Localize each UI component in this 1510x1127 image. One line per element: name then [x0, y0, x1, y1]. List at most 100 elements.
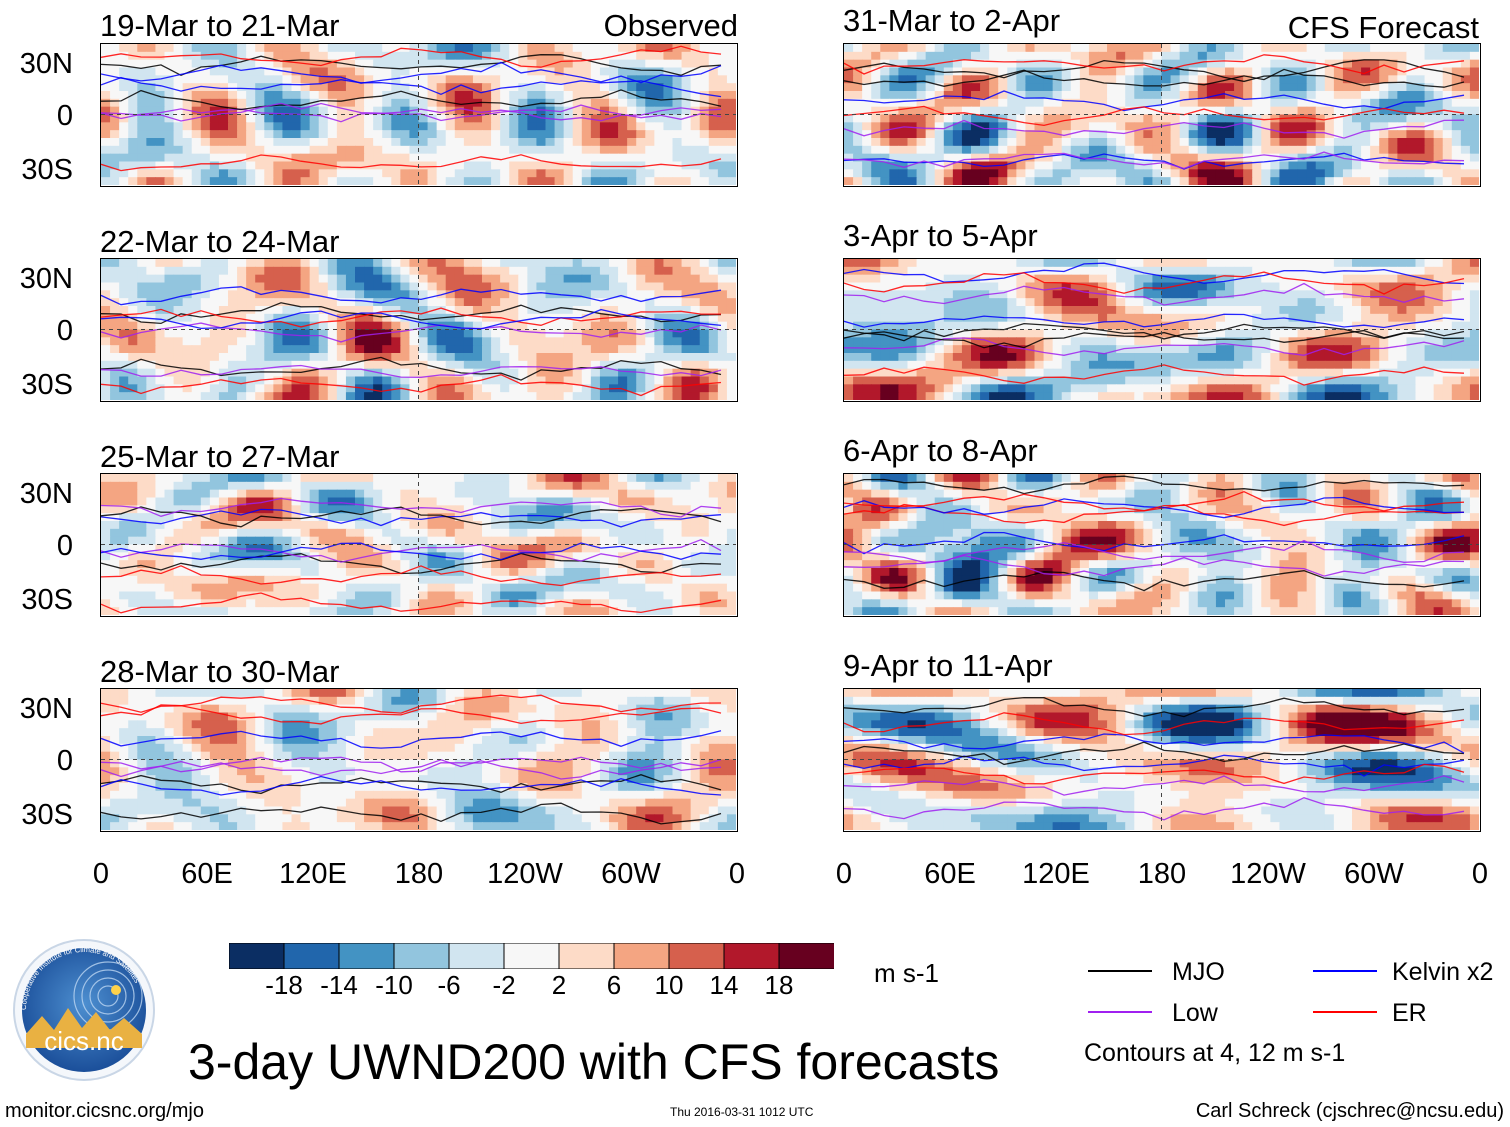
- heatmap-cell: [209, 599, 220, 608]
- heatmap-cell: [164, 44, 175, 53]
- heatmap-cell: [527, 481, 538, 491]
- heatmap-cell: [255, 44, 265, 53]
- heatmap-cell: [164, 497, 175, 506]
- heatmap-cell: [636, 806, 646, 815]
- heatmap-cell: [527, 583, 538, 593]
- lat-label-30n: 30N: [19, 48, 73, 80]
- heatmap-cell: [110, 704, 120, 714]
- heatmap-cell: [364, 153, 374, 163]
- heatmap-cell: [273, 153, 284, 163]
- heatmap-cell: [536, 345, 547, 354]
- heatmap-cell: [309, 145, 320, 155]
- heatmap-cell: [255, 743, 265, 753]
- heatmap-cell: [472, 775, 483, 784]
- heatmap-cell: [527, 91, 538, 100]
- heatmap-cell: [436, 497, 447, 506]
- heatmap-cell: [599, 392, 610, 400]
- heatmap-cell: [237, 259, 247, 268]
- heatmap-cell: [726, 489, 736, 499]
- heatmap-cell: [726, 83, 736, 92]
- heatmap-cell: [645, 59, 655, 69]
- heatmap-cell: [581, 75, 592, 84]
- heatmap-cell: [654, 91, 665, 100]
- heatmap-cell: [445, 345, 456, 354]
- heatmap-cell: [255, 138, 265, 147]
- heatmap-cell: [228, 145, 238, 155]
- heatmap-cell: [391, 775, 401, 784]
- heatmap-cell: [110, 306, 120, 315]
- heatmap-cell: [345, 798, 356, 808]
- heatmap-cell: [690, 775, 701, 784]
- heatmap-cell: [191, 783, 202, 792]
- heatmap-cell: [282, 169, 293, 178]
- heatmap-cell: [345, 161, 356, 170]
- heatmap-cell: [681, 568, 692, 577]
- heatmap-cell: [554, 298, 565, 307]
- heatmap-cell: [318, 689, 329, 698]
- heatmap-cell: [572, 384, 583, 393]
- heatmap-cell: [536, 552, 547, 561]
- heatmap-cell: [246, 607, 256, 615]
- heatmap-cell: [672, 591, 683, 600]
- heatmap-cell: [645, 767, 655, 776]
- heatmap-cell: [300, 783, 311, 792]
- heatmap-cell: [491, 91, 501, 100]
- panel-title-3: 25-Mar to 27-Mar: [100, 439, 340, 474]
- heatmap-cell: [364, 282, 374, 291]
- heatmap-cell: [264, 313, 274, 323]
- heatmap-cell: [391, 298, 401, 307]
- heatmap-cell: [472, 536, 483, 546]
- heatmap-cell: [391, 720, 401, 729]
- heatmap-cell: [554, 259, 565, 268]
- heatmap-cell: [110, 360, 120, 370]
- heatmap-cell: [391, 266, 401, 276]
- heatmap-cell: [246, 552, 256, 561]
- heatmap-cell: [599, 575, 610, 585]
- heatmap-cell: [318, 696, 329, 706]
- heatmap-cell: [391, 91, 401, 100]
- heatmap-cell: [336, 282, 347, 291]
- heatmap-cell: [137, 481, 147, 491]
- heatmap-cell: [355, 759, 365, 768]
- heatmap-cell: [409, 790, 420, 800]
- heatmap-cell: [472, 329, 483, 338]
- heatmap-cell: [137, 712, 147, 721]
- heatmap-cell: [418, 169, 429, 178]
- heatmap-cell: [536, 306, 547, 315]
- heatmap-cell: [282, 91, 293, 100]
- heatmap-cell: [146, 743, 157, 753]
- heatmap-cell: [409, 806, 420, 815]
- heatmap-cell: [672, 122, 683, 131]
- heatmap-cell: [445, 122, 456, 131]
- heatmap-cell: [228, 376, 238, 385]
- contour-line: [101, 307, 721, 328]
- heatmap-cell: [536, 481, 547, 491]
- heatmap-cell: [273, 775, 284, 784]
- heatmap-cell: [445, 306, 456, 315]
- heatmap-cell: [336, 607, 347, 615]
- heatmap-cell: [454, 376, 465, 385]
- heatmap-cell: [218, 138, 229, 147]
- heatmap-cell: [209, 689, 220, 698]
- heatmap-cell: [527, 376, 538, 385]
- heatmap-cell: [391, 544, 401, 553]
- heatmap-cell: [681, 751, 692, 761]
- heatmap-cell: [191, 790, 202, 800]
- heatmap-cell: [409, 153, 420, 163]
- heatmap-cell: [645, 337, 655, 346]
- heatmap-cell: [717, 583, 728, 593]
- heatmap-cell: [309, 384, 320, 393]
- heatmap-cell: [228, 591, 238, 600]
- heatmap-cell: [636, 384, 646, 393]
- heatmap-cell: [209, 783, 220, 792]
- heatmap-cell: [409, 376, 420, 385]
- heatmap-cell: [300, 481, 311, 491]
- heatmap-cell: [173, 274, 184, 284]
- heatmap-cell: [173, 743, 184, 753]
- heatmap-cell: [536, 505, 547, 514]
- heatmap-cell: [291, 259, 302, 268]
- heatmap-cell: [246, 290, 256, 299]
- heatmap-cell: [336, 169, 347, 178]
- heatmap-cell: [699, 353, 710, 362]
- heatmap-cell: [618, 145, 628, 155]
